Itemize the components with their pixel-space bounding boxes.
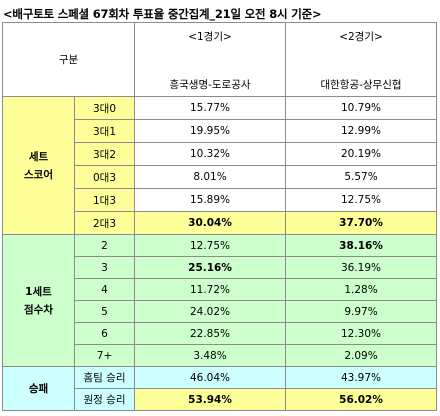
row-label: 3대0 [73,96,136,120]
section-label-line1: 1세트 [25,285,52,298]
row-label: 1대3 [73,188,136,212]
table-row: 원정 승리 53.94% 56.02% [3,388,438,411]
table-row: 4 11.72% 1.28% [3,278,438,301]
table-row: 승패 홈팀 승리 46.04% 43.97% [2,366,438,411]
row-label: 2 [73,234,136,257]
row-label: 6 [73,322,136,345]
game-1-value: 30.04% [134,211,287,235]
section-label-line2: 점수차 [24,303,53,316]
table-row: 0대3 8.01% 5.57% [3,165,438,189]
game-1-value: 25.16% [134,256,287,279]
section-point-diff: 1세트 점수차 [2,234,75,367]
row-label: 0대3 [73,165,136,189]
game-2-value: 12.30% [285,322,438,345]
game-2-header: <2경기> 대한항공-상무신협 [285,22,438,97]
game-1-number: <1경기> [188,31,232,43]
row-label: 원정 승리 [73,388,136,411]
row-label: 2대3 [73,211,136,235]
game-2-value: 12.99% [285,119,438,143]
game-1-value: 3.48% [134,344,287,367]
game-2-value: 2.09% [285,344,438,367]
table-row: 2대3 30.04% 37.70% [3,211,438,235]
game-1-value: 15.89% [134,188,287,212]
row-label: 5 [73,300,136,323]
game-1-value: 8.01% [134,165,287,189]
game-2-value: 9.97% [285,300,438,323]
game-2-value: 43.97% [285,366,438,389]
game-1-value: 11.72% [134,278,287,301]
row-label: 4 [73,278,136,301]
game-2-matchup: 대한항공-상무신협 [320,79,402,91]
section-set-score: 세트 스코어 [2,96,75,235]
game-1-value: 12.75% [134,234,287,257]
header-row: 구분 <1경기> 흥국생명-도로공사 <2경기> 대한항공-상무신협 [1,22,438,97]
game-2-value: 20.19% [285,142,438,166]
game-1-value: 46.04% [134,366,287,389]
game-2-value: 1.28% [285,278,438,301]
table-row: 3대2 10.32% 20.19% [3,142,438,166]
table-row: 6 22.85% 12.30% [3,322,438,345]
game-1-value: 53.94% [134,388,287,411]
table-row: 3대1 19.95% 12.99% [3,119,438,143]
game-2-value: 36.19% [285,256,438,279]
game-1-value: 10.32% [134,142,287,166]
section-label-line1: 세트 [28,150,49,163]
game-2-value: 38.16% [285,234,438,257]
game-2-value: 37.70% [285,211,438,235]
table-row: 5 24.02% 9.97% [3,300,438,323]
section-win-loss: 승패 [2,366,75,411]
category-header: 구분 [1,22,136,97]
game-2-value: 10.79% [285,96,438,120]
row-label: 7+ [73,344,136,367]
row-label: 3대2 [73,142,136,166]
row-label: 3대1 [73,119,136,143]
section-label-line2: 스코어 [24,168,53,181]
section-label-line1: 승패 [28,382,49,395]
row-label: 3 [73,256,136,279]
game-2-value: 5.57% [285,165,438,189]
game-2-value: 56.02% [285,388,438,411]
game-2-value: 12.75% [285,188,438,212]
game-1-header: <1경기> 흥국생명-도로공사 [134,22,287,97]
game-2-number: <2경기> [339,31,383,43]
game-1-matchup: 흥국생명-도로공사 [169,79,251,91]
game-1-value: 24.02% [134,300,287,323]
table-row: 1세트 점수차 2 12.75% 38.16% [2,234,438,367]
game-1-value: 22.85% [134,322,287,345]
game-1-value: 19.95% [134,119,287,143]
page-title: <배구토토 스페셜 67회차 투표율 중간집계_21일 오전 8시 기준> [3,7,322,21]
row-label: 홈팀 승리 [73,366,136,389]
table-row: 세트 스코어 3대0 15.77% 10.79% [2,96,438,235]
table-row: 1대3 15.89% 12.75% [3,188,438,212]
game-1-value: 15.77% [134,96,287,120]
vote-rate-table: 구분 <1경기> 흥국생명-도로공사 <2경기> 대한항공-상무신협 세트 스코… [1,22,438,411]
table-row: 3 25.16% 36.19% [3,256,438,279]
